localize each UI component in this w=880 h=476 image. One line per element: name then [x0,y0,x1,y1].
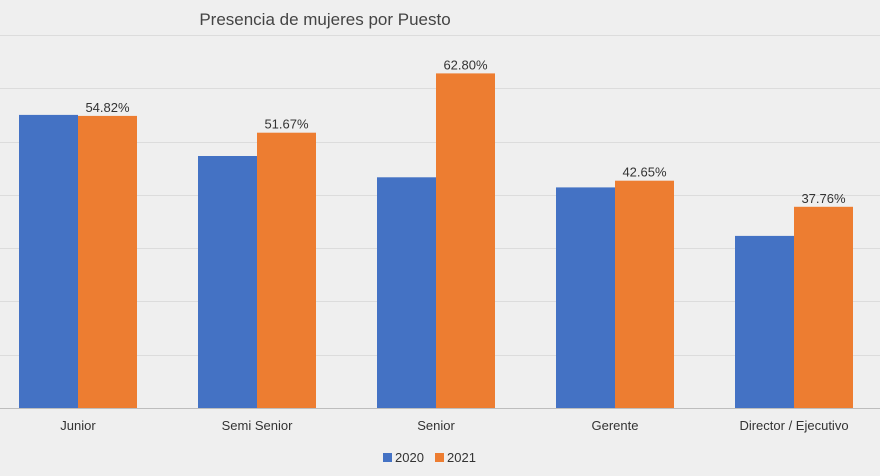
legend-label: 2021 [447,450,476,465]
bar-2020-gerente [556,187,615,408]
bars [19,73,853,409]
bar-2021-senior [436,73,495,409]
legend-swatch [383,453,392,462]
legend-label: 2020 [395,450,424,465]
category-label: Semi Senior [222,418,293,433]
category-label: Senior [417,418,455,433]
data-labels: 54.82% 51.67% 62.80% 42.65% 37.76% [85,57,846,205]
bar-2020-director-ejecutivo [735,235,794,408]
data-label: 42.65% [622,165,667,180]
data-label: 51.67% [264,117,309,132]
data-label: 62.80% [443,57,488,72]
bar-2020-semi-senior [198,156,257,408]
category-label: Director / Ejecutivo [739,418,848,433]
legend: 2020 2021 [383,450,476,465]
chart-title: Presencia de mujeres por Puesto [199,10,450,29]
legend-swatch [435,453,444,462]
bar-2021-junior [78,115,137,409]
category-labels: Junior Semi Senior Senior Gerente Director /… [60,418,848,433]
bar-2020-senior [377,177,436,408]
category-label: Gerente [592,418,639,433]
bar-2021-director-ejecutivo [794,206,853,408]
data-label: 54.82% [85,100,130,115]
bar-2020-junior [19,114,78,409]
data-label: 37.76% [801,191,846,206]
bar-2021-semi-senior [257,132,316,408]
bar-2021-gerente [615,180,674,408]
category-label: Junior [60,418,96,433]
